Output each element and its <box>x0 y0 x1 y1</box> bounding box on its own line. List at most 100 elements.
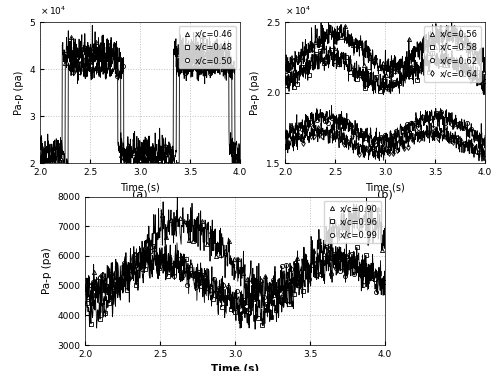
x/c=0.50 <box>132 170 138 174</box>
x/c=0.99 <box>216 286 222 290</box>
x/c=0.46 <box>94 40 100 44</box>
x/c=0.58 <box>400 76 406 80</box>
x/c=0.46 <box>162 143 168 147</box>
x/c=0.50 <box>120 64 126 68</box>
x/c=0.99 <box>85 295 91 299</box>
Y-axis label: Pa-p (pa): Pa-p (pa) <box>250 70 260 115</box>
x/c=0.46 <box>68 35 74 39</box>
x/c=0.50 <box>145 168 151 173</box>
x/c=0.50 <box>126 174 132 178</box>
Text: (b): (b) <box>377 189 393 199</box>
x/c=0.46 <box>194 51 200 56</box>
x/c=0.46 <box>44 147 50 151</box>
x/c=0.48 <box>213 56 219 61</box>
x/c=0.64 <box>402 146 407 150</box>
x/c=0.50 <box>182 71 188 75</box>
x/c=0.46 <box>62 60 68 65</box>
x/c=0.64 <box>304 125 310 129</box>
Line: x/c=0.50: x/c=0.50 <box>40 60 237 178</box>
x/c=0.90 <box>357 226 363 230</box>
x/c=0.50 <box>138 163 144 168</box>
x/c=0.90 <box>217 253 223 257</box>
Legend: x/c=0.90, x/c=0.96, x/c=0.99: x/c=0.90, x/c=0.96, x/c=0.99 <box>324 201 381 243</box>
Legend: x/c=0.46, x/c=0.48, x/c=0.50: x/c=0.46, x/c=0.48, x/c=0.50 <box>178 26 236 68</box>
x/c=0.62 <box>479 144 485 148</box>
x/c=0.58 <box>328 48 334 52</box>
Line: x/c=0.96: x/c=0.96 <box>84 243 386 327</box>
x/c=0.99 <box>320 259 326 264</box>
x/c=0.46 <box>144 138 150 142</box>
x/c=0.48 <box>88 63 94 68</box>
x/c=0.48 <box>76 52 82 56</box>
x/c=0.50 <box>76 69 82 74</box>
x/c=0.58 <box>482 79 488 83</box>
x/c=0.48 <box>194 60 200 65</box>
x/c=0.48 <box>132 160 138 164</box>
x/c=0.99 <box>157 264 163 269</box>
x/c=0.64 <box>462 142 468 146</box>
x/c=0.50 <box>176 169 182 174</box>
x/c=0.90 <box>104 286 110 290</box>
x/c=0.48 <box>169 165 175 170</box>
x/c=0.64 <box>342 142 347 147</box>
x/c=0.56 <box>342 24 348 28</box>
x/c=0.50 <box>195 66 201 70</box>
x/c=0.46 <box>200 34 205 38</box>
x/c=0.62 <box>400 128 406 133</box>
x/c=0.96 <box>363 253 369 257</box>
x/c=0.48 <box>50 150 56 154</box>
Text: $\times\,10^4$: $\times\,10^4$ <box>285 4 311 17</box>
x/c=0.56 <box>282 68 288 73</box>
x/c=0.46 <box>206 52 212 56</box>
x/c=0.46 <box>150 149 156 153</box>
x/c=0.56 <box>410 57 416 62</box>
x/c=0.99 <box>211 277 217 281</box>
x/c=0.62 <box>284 133 290 137</box>
x/c=0.46 <box>231 157 237 161</box>
x/c=0.46 <box>87 46 93 50</box>
x/c=0.48 <box>100 56 106 60</box>
x/c=0.48 <box>63 52 69 57</box>
x/c=0.48 <box>200 43 206 48</box>
x/c=0.48 <box>113 57 119 61</box>
x/c=0.50 <box>201 65 207 69</box>
x/c=0.46 <box>156 151 162 155</box>
x/c=0.50 <box>170 167 176 171</box>
x/c=0.46 <box>112 52 118 56</box>
x/c=0.62 <box>386 148 392 153</box>
Line: x/c=0.62: x/c=0.62 <box>285 110 484 153</box>
x/c=0.46 <box>100 56 105 60</box>
Line: x/c=0.48: x/c=0.48 <box>38 43 237 170</box>
x/c=0.48 <box>176 56 182 60</box>
x/c=0.56 <box>384 73 390 77</box>
Y-axis label: Pa-p (pa): Pa-p (pa) <box>14 70 24 115</box>
x/c=0.62 <box>336 118 342 122</box>
x/c=0.50 <box>108 60 114 65</box>
x/c=0.62 <box>438 110 444 114</box>
x/c=0.48 <box>144 150 150 154</box>
x/c=0.96 <box>151 243 157 248</box>
Line: x/c=0.64: x/c=0.64 <box>286 125 486 158</box>
x/c=0.50 <box>88 68 94 73</box>
Y-axis label: Pa-p (pa): Pa-p (pa) <box>42 247 51 294</box>
x/c=0.62 <box>404 122 410 127</box>
x/c=0.64 <box>285 141 291 145</box>
x/c=0.48 <box>206 62 212 66</box>
x/c=0.48 <box>232 158 237 162</box>
x/c=0.46 <box>168 162 174 166</box>
x/c=0.50 <box>220 66 226 71</box>
x/c=0.50 <box>95 68 101 72</box>
x/c=0.46 <box>224 53 230 57</box>
x/c=0.62 <box>442 125 448 129</box>
x/c=0.62 <box>412 121 418 126</box>
x/c=0.56 <box>316 42 322 46</box>
Line: x/c=0.99: x/c=0.99 <box>86 245 383 311</box>
x/c=0.56 <box>398 62 404 66</box>
x/c=0.48 <box>94 55 100 59</box>
x/c=0.46 <box>187 43 193 48</box>
x/c=0.99 <box>378 279 384 283</box>
X-axis label: Time (s): Time (s) <box>211 364 259 371</box>
x/c=0.46 <box>37 144 43 148</box>
Line: x/c=0.56: x/c=0.56 <box>283 24 486 77</box>
Text: $\times\,10^4$: $\times\,10^4$ <box>40 4 66 17</box>
